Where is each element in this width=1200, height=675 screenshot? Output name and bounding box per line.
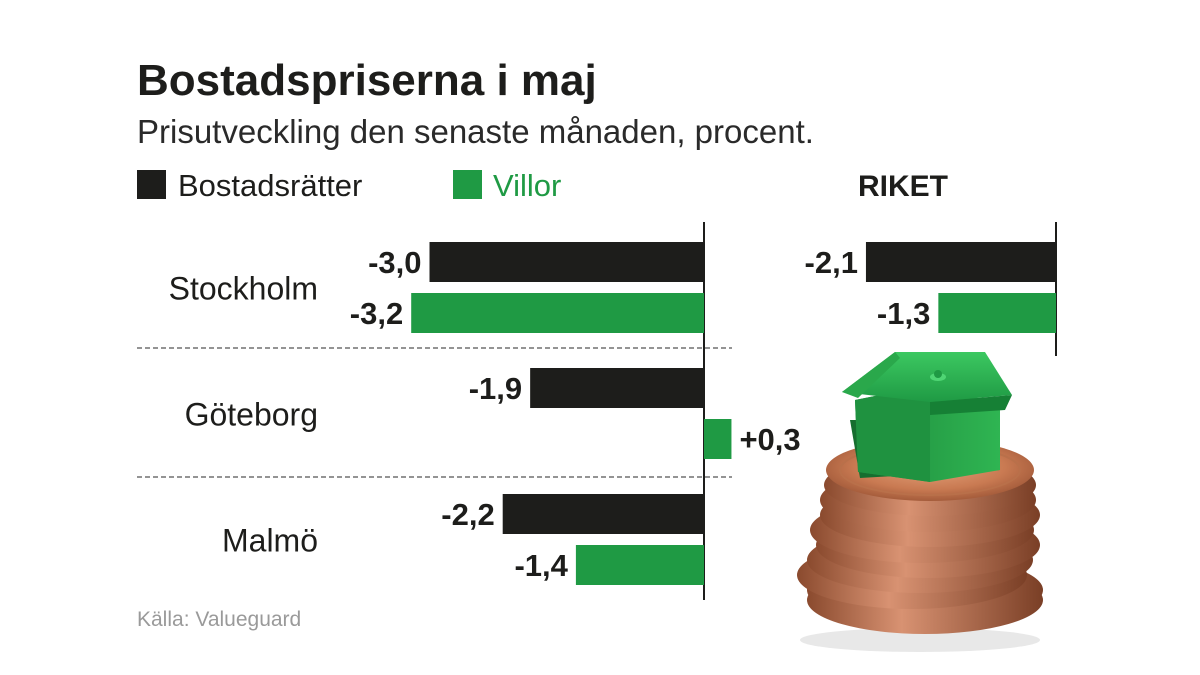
legend: Bostadsrätter Villor — [137, 168, 561, 203]
bar — [704, 419, 732, 459]
legend-swatch-villor — [453, 170, 482, 199]
bar — [429, 242, 704, 282]
source-note: Källa: Valueguard — [137, 608, 301, 631]
riket-bar — [865, 242, 1056, 282]
bar — [530, 368, 704, 408]
category-label: Malmö — [222, 523, 318, 559]
category-label: Göteborg — [185, 397, 318, 433]
chart-title: Bostadspriserna i maj — [137, 56, 597, 105]
riket-bar — [938, 293, 1056, 333]
chart-subtitle: Prisutveckling den senaste månaden, proc… — [137, 113, 814, 150]
legend-label-villor: Villor — [493, 168, 561, 203]
legend-label-bostadsratter: Bostadsrätter — [178, 168, 362, 203]
bar — [502, 494, 704, 534]
riket-bar-chart: -2,1 -1,3 — [805, 222, 1057, 356]
riket-data-label: -1,3 — [877, 296, 930, 331]
data-label: -1,4 — [514, 548, 568, 583]
bar — [411, 293, 704, 333]
main-bar-chart: Stockholm -3,0 -3,2 Göteborg -1,9 +0,3 Malmö -2… — [137, 222, 801, 600]
legend-swatch-bostadsratter — [137, 170, 166, 199]
data-label: -2,2 — [441, 497, 494, 532]
coin-house-illustration — [797, 352, 1043, 652]
bar — [575, 545, 704, 585]
data-label: -1,9 — [469, 371, 522, 406]
data-label: -3,0 — [368, 245, 421, 280]
riket-title: RIKET — [858, 170, 948, 203]
category-label: Stockholm — [169, 271, 318, 307]
data-label: +0,3 — [739, 422, 800, 457]
data-label: -3,2 — [350, 296, 403, 331]
riket-data-label: -2,1 — [805, 245, 858, 280]
